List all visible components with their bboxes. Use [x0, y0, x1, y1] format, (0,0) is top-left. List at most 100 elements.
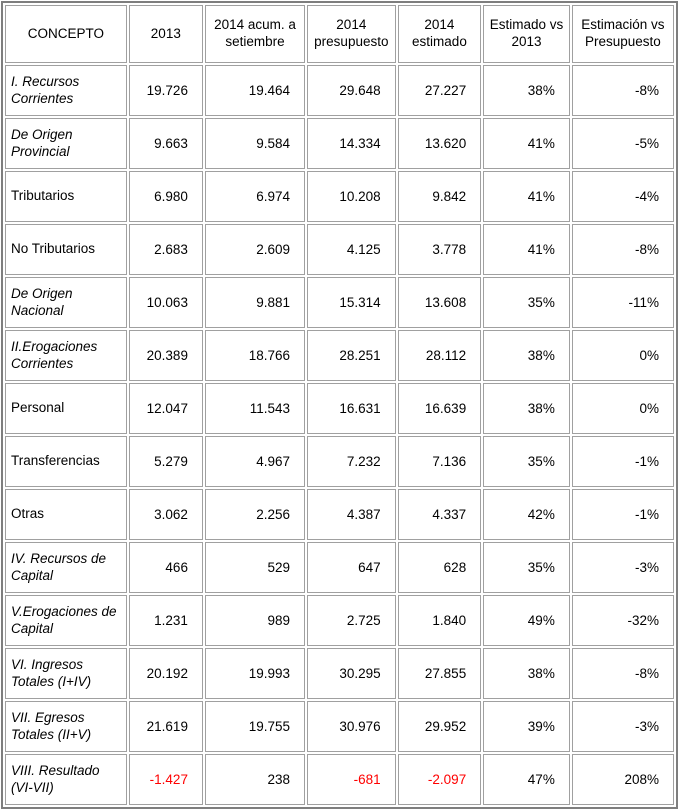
concepto-cell: I. Recursos Corrientes [5, 65, 127, 116]
value-cell: 9.881 [204, 277, 305, 328]
value-cell: 13.620 [397, 118, 482, 169]
value-cell: 35% [483, 436, 570, 487]
value-cell: 47% [483, 754, 570, 805]
value-cell: 14.334 [306, 118, 396, 169]
value-cell: 41% [483, 224, 570, 275]
value-cell: 4.967 [204, 436, 305, 487]
value-cell: 18.766 [204, 330, 305, 381]
value-cell: 7.136 [397, 436, 482, 487]
value-cell: 19.755 [204, 701, 305, 752]
value-cell: -4% [571, 171, 674, 222]
table-row: I. Recursos Corrientes 19.726 19.464 29.648… [5, 65, 674, 116]
value-cell: 0% [571, 330, 674, 381]
value-cell: 19.993 [204, 648, 305, 699]
value-cell: 16.639 [397, 383, 482, 434]
value-cell: 2.256 [204, 489, 305, 540]
concepto-cell: Personal [5, 383, 127, 434]
table-row: IV. Recursos de Capital 466 529 647 628 35% -3… [5, 542, 674, 593]
concepto-cell: IV. Recursos de Capital [5, 542, 127, 593]
table-row: V.Erogaciones de Capital 1.231 989 2.725 1.8… [5, 595, 674, 646]
value-cell: 238 [204, 754, 305, 805]
value-cell: 27.227 [397, 65, 482, 116]
value-cell: 466 [128, 542, 203, 593]
value-cell: 0% [571, 383, 674, 434]
value-cell: 30.976 [306, 701, 396, 752]
value-cell: 1.840 [397, 595, 482, 646]
table-row: De Origen Nacional 10.063 9.881 15.314 13.60… [5, 277, 674, 328]
value-cell: 3.778 [397, 224, 482, 275]
table-row: Personal 12.047 11.543 16.631 16.639 38% 0% [5, 383, 674, 434]
value-cell: 5.279 [128, 436, 203, 487]
value-cell: 12.047 [128, 383, 203, 434]
value-cell: -2.097 [397, 754, 482, 805]
value-cell: 3.062 [128, 489, 203, 540]
value-cell: 6.980 [128, 171, 203, 222]
table-row: VI. Ingresos Totales (I+IV) 20.192 19.993 3… [5, 648, 674, 699]
table-row: Transferencias 5.279 4.967 7.232 7.136 35% -1% [5, 436, 674, 487]
value-cell: 19.726 [128, 65, 203, 116]
value-cell: 647 [306, 542, 396, 593]
column-header: 2014 acum. a setiembre [204, 5, 305, 63]
value-cell: 49% [483, 595, 570, 646]
value-cell: 2.725 [306, 595, 396, 646]
value-cell: -3% [571, 701, 674, 752]
value-cell: 19.464 [204, 65, 305, 116]
value-cell: -1% [571, 489, 674, 540]
table-row: No Tributarios 2.683 2.609 4.125 3.778 41% -8% [5, 224, 674, 275]
table-row: VII. Egresos Totales (II+V) 21.619 19.755 3… [5, 701, 674, 752]
value-cell: 16.631 [306, 383, 396, 434]
value-cell: 20.192 [128, 648, 203, 699]
column-header: 2014 presupuesto [306, 5, 396, 63]
concepto-cell: Tributarios [5, 171, 127, 222]
table-row: Tributarios 6.980 6.974 10.208 9.842 41% -4% [5, 171, 674, 222]
value-cell: 28.251 [306, 330, 396, 381]
value-cell: 4.337 [397, 489, 482, 540]
value-cell: 989 [204, 595, 305, 646]
value-cell: 21.619 [128, 701, 203, 752]
concepto-cell: Otras [5, 489, 127, 540]
value-cell: 529 [204, 542, 305, 593]
concepto-cell: VII. Egresos Totales (II+V) [5, 701, 127, 752]
value-cell: 208% [571, 754, 674, 805]
value-cell: 38% [483, 330, 570, 381]
value-cell: 30.295 [306, 648, 396, 699]
table-row: II.Erogaciones Corrientes 20.389 18.766 28.… [5, 330, 674, 381]
value-cell: 38% [483, 648, 570, 699]
value-cell: 10.208 [306, 171, 396, 222]
concepto-cell: De Origen Provincial [5, 118, 127, 169]
value-cell: 27.855 [397, 648, 482, 699]
value-cell: 4.125 [306, 224, 396, 275]
value-cell: 41% [483, 118, 570, 169]
value-cell: -5% [571, 118, 674, 169]
table-row: De Origen Provincial 9.663 9.584 14.334 13.6… [5, 118, 674, 169]
value-cell: -11% [571, 277, 674, 328]
column-header: CONCEPTO [5, 5, 127, 63]
value-cell: -8% [571, 65, 674, 116]
concepto-cell: VI. Ingresos Totales (I+IV) [5, 648, 127, 699]
concepto-cell: VIII. Resultado (VI-VII) [5, 754, 127, 805]
value-cell: 39% [483, 701, 570, 752]
table-row: Otras 3.062 2.256 4.387 4.337 42% -1% [5, 489, 674, 540]
value-cell: 38% [483, 65, 570, 116]
value-cell: 35% [483, 277, 570, 328]
value-cell: 6.974 [204, 171, 305, 222]
value-cell: 9.584 [204, 118, 305, 169]
concepto-cell: II.Erogaciones Corrientes [5, 330, 127, 381]
value-cell: 28.112 [397, 330, 482, 381]
column-header: Estimado vs 2013 [483, 5, 570, 63]
value-cell: 2.683 [128, 224, 203, 275]
header-row: CONCEPTO 2013 2014 acum. a setiembre 2014 p… [5, 5, 674, 63]
value-cell: 11.543 [204, 383, 305, 434]
concepto-cell: De Origen Nacional [5, 277, 127, 328]
value-cell: 42% [483, 489, 570, 540]
value-cell: 10.063 [128, 277, 203, 328]
value-cell: -8% [571, 648, 674, 699]
value-cell: 41% [483, 171, 570, 222]
value-cell: 628 [397, 542, 482, 593]
value-cell: -1% [571, 436, 674, 487]
value-cell: -32% [571, 595, 674, 646]
value-cell: 2.609 [204, 224, 305, 275]
value-cell: 13.608 [397, 277, 482, 328]
